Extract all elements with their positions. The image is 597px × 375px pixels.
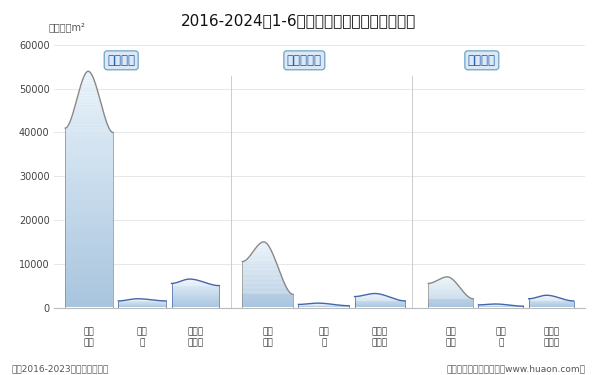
- Text: 办公
楼: 办公 楼: [318, 327, 329, 347]
- Text: 办公
楼: 办公 楼: [496, 327, 506, 347]
- Text: 制图：华经产业研究院（www.huaon.com）: 制图：华经产业研究院（www.huaon.com）: [446, 364, 585, 373]
- Text: 商业营
业用房: 商业营 业用房: [543, 327, 559, 347]
- Text: 商品
住宅: 商品 住宅: [262, 327, 273, 347]
- Text: 商品
住宅: 商品 住宅: [84, 327, 94, 347]
- Text: 单位：万m²: 单位：万m²: [48, 22, 85, 32]
- Text: 办公
楼: 办公 楼: [137, 327, 147, 347]
- Text: 新开工面积: 新开工面积: [287, 54, 322, 67]
- Text: 竣工面积: 竣工面积: [468, 54, 496, 67]
- Text: 商品
住宅: 商品 住宅: [445, 327, 456, 347]
- Text: 注：2016-2023年为全年度数据: 注：2016-2023年为全年度数据: [12, 364, 109, 373]
- Text: 商业营
业用房: 商业营 业用房: [187, 327, 204, 347]
- Text: 施工面积: 施工面积: [107, 54, 135, 67]
- Text: 2016-2024年1-6月四川省房地产施工面积情况: 2016-2024年1-6月四川省房地产施工面积情况: [181, 13, 416, 28]
- Text: 商业营
业用房: 商业营 业用房: [372, 327, 388, 347]
